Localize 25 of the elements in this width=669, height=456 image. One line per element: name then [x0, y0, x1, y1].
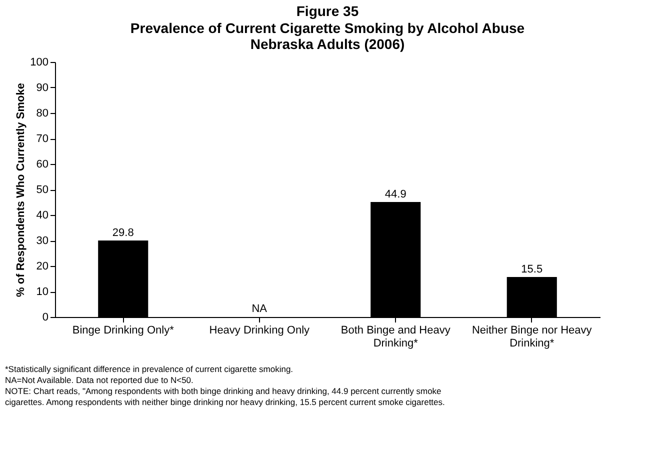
y-axis-title: % of Respondents Who Currently Smoke — [15, 83, 28, 297]
text: NA — [252, 303, 268, 315]
y-tick-label: 60 — [36, 158, 48, 170]
y-tick-label: 100 — [30, 56, 48, 68]
y-tick-label: 10 — [36, 286, 48, 298]
y-tick-label: 0 — [42, 312, 48, 324]
text: NA=Not Available. Data not reported due to N<50. — [5, 375, 194, 385]
text: *Statistically significant difference in prevalence of current cigarette smoking. — [5, 364, 294, 374]
y-tick-label: 70 — [36, 133, 48, 145]
y-tick-label: 80 — [36, 108, 48, 120]
y-tick-label: 90 — [36, 82, 48, 94]
data-label: 15.5 — [521, 263, 543, 276]
data-label: 29.8 — [112, 227, 134, 240]
data-label: 44.9 — [384, 188, 406, 201]
text: NOTE: Chart reads, "Among respondents with both binge drinking and heavy drinking, 44.9 percent currently smoke cigarettes. Among respondents with neither binge drinking nor heavy drinking, 15.5 percent current smoke cigarettes. — [5, 386, 445, 407]
x-tick-label: Both Binge and Heavy Drinking* — [340, 324, 451, 350]
x-tick-label: Binge Drinking Only* — [72, 324, 175, 336]
chart-subtitle: Prevalence of Current Cigarette Smoking by Alcohol Abuse Nebraska Adults (2006) — [130, 20, 525, 52]
chart-title: Figure 35 — [296, 3, 359, 19]
y-tick-label: 50 — [36, 184, 48, 196]
y-tick-label: 20 — [36, 260, 48, 272]
x-tick-label: Neither Binge nor Heavy Drinking* — [472, 324, 592, 350]
y-tick-label: 40 — [36, 210, 48, 222]
y-tick-label: 30 — [36, 235, 48, 247]
x-tick-label: Heavy Drinking Only — [209, 324, 310, 336]
